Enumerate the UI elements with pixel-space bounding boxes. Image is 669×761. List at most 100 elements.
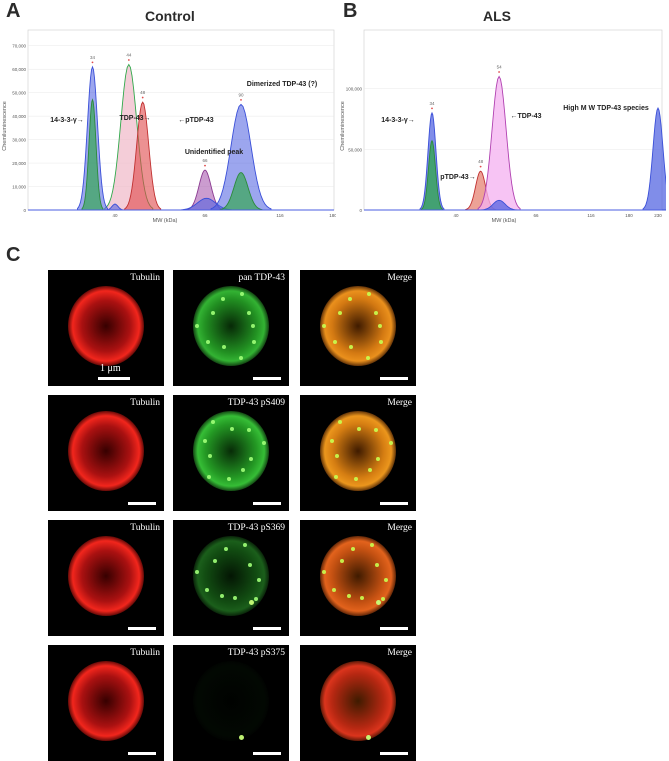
y-ticks-als: 0 50,000 100,000: [346, 87, 363, 213]
punctum: [249, 457, 254, 462]
micrograph-label: TDP-43 pS375: [227, 648, 285, 658]
peaks-control: [28, 63, 334, 211]
punctum: [239, 291, 244, 296]
peak-marker-dot: [240, 99, 242, 101]
micrograph-label: Merge: [387, 523, 412, 533]
peak-mark: [210, 103, 272, 211]
cell-stain: [193, 286, 269, 366]
annotation-14-3-3: 14-3-3-γ→: [50, 117, 83, 124]
punctum: [246, 427, 251, 432]
x-tick-label: 40: [112, 213, 118, 218]
peaks-als: [364, 75, 666, 211]
plot-area-als: [363, 29, 663, 211]
micrograph-green-row4: TDP-43 pS375: [173, 645, 289, 761]
y-tick-label: 40,000: [12, 114, 26, 119]
scale-bar: [380, 627, 408, 630]
y-tick-label: 20,000: [12, 161, 26, 166]
annotation-dimerized: Dimerized TDP-43 (?): [247, 81, 317, 88]
cell-stain: [320, 411, 396, 491]
micrograph-label: TDP-43 pS409: [227, 398, 285, 408]
punctum: [195, 323, 199, 328]
peak-labels-control: 34 44 48 66 90: [90, 53, 244, 167]
x-axis-label-control: MW (kDa): [153, 218, 178, 224]
y-tick-label: 30,000: [12, 138, 26, 143]
y-axis-label-control: Chemiluminescence: [2, 101, 8, 151]
scale-bar: [380, 752, 408, 755]
punctum: [354, 476, 359, 481]
plot-area-control: [27, 29, 335, 211]
micrograph-merge-row4: Merge: [300, 645, 416, 761]
peak-marker-dot: [498, 71, 500, 73]
micrograph-label: Tubulin: [130, 273, 160, 283]
peak-mark: [480, 199, 518, 211]
x-tick-label: 180: [625, 213, 633, 218]
peak-mw-label: 48: [478, 159, 484, 164]
micrograph-green-row2: TDP-43 pS409: [173, 395, 289, 511]
peak-mw-label: 54: [497, 64, 503, 69]
punctum: [388, 440, 393, 445]
cell-stain: [68, 536, 144, 616]
micrograph-label: Merge: [387, 273, 412, 283]
y-axis-label-als: Chemiluminescence: [340, 101, 346, 151]
cell-stain: [68, 661, 144, 741]
peak-mw-label: 44: [126, 53, 132, 58]
y-ticks-control: 0 10,000 20,000 30,000 40,000 50,000 60,000 70,…: [12, 44, 26, 213]
chart-als: 0 50,000 100,000 40 66 116 180 230 34 48 54 Chem…: [340, 29, 666, 224]
cell-stain: [320, 286, 396, 366]
annotation-tdp43: TDP-43→: [119, 115, 150, 122]
punctum: [373, 311, 378, 316]
punctum: [329, 438, 334, 443]
micrograph-label: Tubulin: [130, 648, 160, 658]
punctum: [233, 595, 238, 600]
peak-mw-label: 90: [238, 92, 244, 97]
peak-mw-label: 34: [429, 101, 435, 106]
micrograph-merge-row2: Merge: [300, 395, 416, 511]
punctum: [253, 597, 258, 602]
punctum: [367, 467, 372, 472]
punctum: [366, 291, 371, 296]
punctum: [378, 324, 382, 328]
x-tick-label: 66: [202, 213, 208, 218]
peak-marker-dot: [204, 164, 206, 167]
punctum: [220, 297, 225, 302]
scale-bar-label: 1 μm: [100, 363, 121, 374]
y-tick-label: 0: [23, 208, 26, 213]
scale-bar: [380, 377, 408, 380]
peak-mw-label: 48: [140, 90, 146, 95]
punctum: [331, 587, 336, 592]
micrograph-label: Tubulin: [130, 398, 160, 408]
punctum: [251, 340, 256, 345]
punctum: [375, 563, 380, 568]
punctum: [349, 344, 354, 349]
y-tick-label: 70,000: [12, 44, 26, 49]
annotation-tdp43-als: ←TDP-43: [510, 113, 541, 120]
x-tick-label: 40: [453, 213, 459, 218]
micrograph-label: Tubulin: [130, 523, 160, 533]
chart-control: 0 10,000 20,000 30,000 40,000 50,000 60,000 70,…: [2, 29, 336, 224]
annotation-ptdp43-als: pTDP-43→: [440, 174, 475, 181]
x-axis-label-als: MW (kDa): [492, 218, 517, 224]
micrograph-green-row1: pan TDP-43: [173, 270, 289, 386]
y-tick-label: 0: [359, 208, 362, 213]
punctum: [261, 440, 266, 445]
punctum: [373, 427, 378, 432]
scale-bar: [98, 377, 130, 380]
punctum: [212, 559, 217, 564]
punctum: [223, 546, 228, 551]
punctum: [240, 467, 245, 472]
punctum: [376, 600, 381, 605]
punctum: [204, 587, 209, 592]
punctum: [227, 476, 232, 481]
peak-mark: [81, 98, 104, 211]
scale-bar: [253, 627, 281, 630]
peak-marker-dot: [479, 165, 482, 168]
punctum: [350, 546, 355, 551]
scale-bar: [253, 752, 281, 755]
peak-mark: [124, 101, 162, 211]
y-tick-label: 60,000: [12, 67, 26, 72]
peak-labels-als: 34 48 54: [429, 64, 503, 168]
punctum: [210, 420, 215, 425]
punctum: [383, 577, 388, 582]
peak-marker-dot: [127, 59, 130, 61]
peak-mark: [642, 106, 666, 211]
